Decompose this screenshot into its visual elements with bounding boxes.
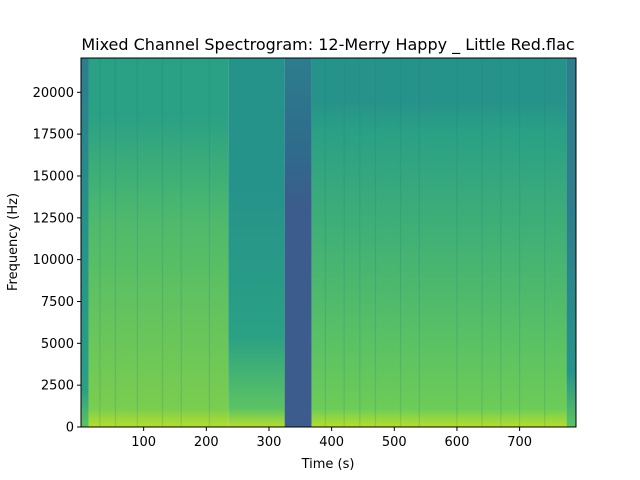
y-tick-label: 7500: [41, 295, 74, 310]
plot-frame: [80, 57, 577, 428]
x-tick-label: 200: [194, 435, 219, 450]
x-tick-label: 500: [382, 435, 407, 450]
x-tick-label: 700: [507, 435, 532, 450]
y-tick-label: 5000: [41, 337, 74, 352]
x-axis-label: Time (s): [301, 457, 355, 472]
y-tick-label: 10000: [33, 253, 74, 268]
spectrogram-segment: [566, 58, 576, 427]
x-tick-label: 100: [131, 435, 156, 450]
spectrogram-segment: [88, 58, 229, 427]
y-tick-label: 0: [66, 421, 74, 436]
spectrogram-segment: [81, 58, 89, 427]
x-axis-ticks: 100 200 300 400 500 600 700: [131, 427, 532, 450]
x-tick-label: 600: [445, 435, 470, 450]
y-axis-label: Frequency (Hz): [6, 193, 21, 291]
spectrogram-plot-area: [81, 58, 576, 427]
x-tick-label: 300: [257, 435, 282, 450]
x-tick-label: 400: [319, 435, 344, 450]
y-tick-label: 2500: [41, 379, 74, 394]
spectrogram-segment: [284, 58, 312, 427]
y-tick-label: 17500: [33, 128, 74, 143]
y-tick-label: 15000: [33, 169, 74, 184]
y-axis-ticks: 0 2500 5000 7500 10000 12500 15000 17500 20000: [33, 86, 81, 436]
chart-title: Mixed Channel Spectrogram: 12-Merry Happ…: [81, 35, 574, 55]
y-tick-label: 20000: [33, 86, 74, 101]
spectrogram-segment: [311, 58, 567, 427]
spectrogram-segment: [228, 58, 285, 427]
y-tick-label: 12500: [33, 211, 74, 226]
